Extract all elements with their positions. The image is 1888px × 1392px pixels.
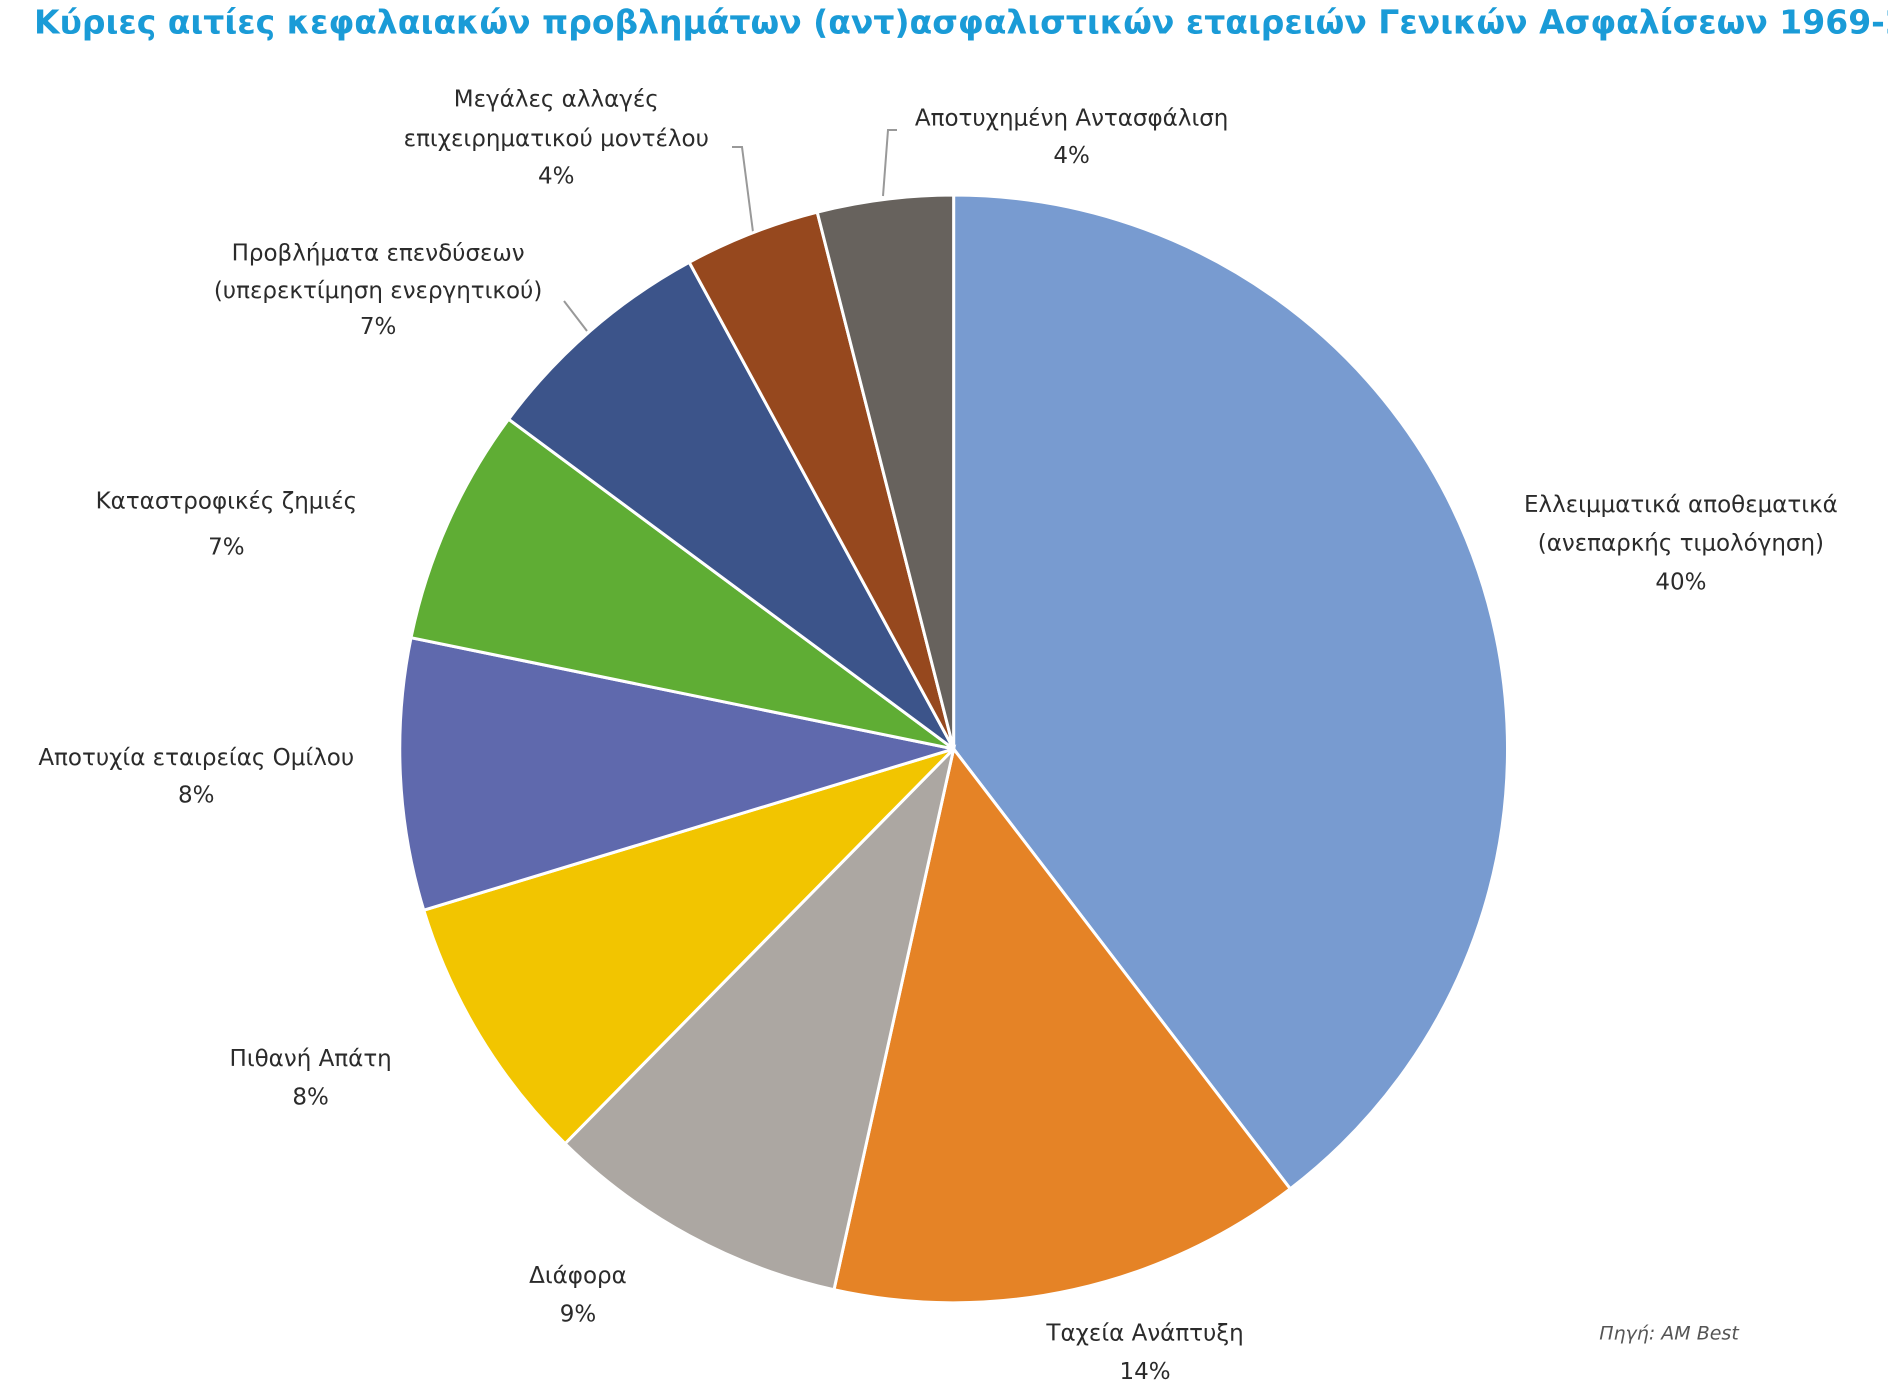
pie-slice <box>398 635 955 913</box>
slice-label: Καταστροφικές ζημιές <box>96 489 358 515</box>
pie-slice <box>506 260 955 751</box>
value-label: 7% <box>208 534 245 560</box>
value-label: 40% <box>1655 569 1706 595</box>
value-label: 4% <box>538 164 575 190</box>
value-label: 9% <box>560 1301 597 1327</box>
value-label: 8% <box>178 782 215 808</box>
slice-label: Μεγάλες αλλαγές <box>454 86 659 112</box>
slice-label: Αποτυχία εταιρείας Ομίλου <box>38 745 354 771</box>
pie-slice <box>421 747 955 1146</box>
value-label: 14% <box>1120 1359 1171 1385</box>
slice-label: Διάφορα <box>529 1263 627 1289</box>
value-label: 8% <box>292 1085 329 1111</box>
slice-label: επιχειρηματικού μοντέλου <box>404 126 709 152</box>
source: Πηγή: AM Best <box>1599 1323 1740 1345</box>
slice-label: (υπερεκτίμηση ενεργητικού) <box>214 278 543 304</box>
value-label: 7% <box>360 314 397 340</box>
pie-slice <box>409 417 955 751</box>
slice-label: Ελλειμματικά αποθεματικά <box>1524 492 1838 518</box>
slice-label: Ταχεία Ανάπτυξη <box>1045 1321 1243 1347</box>
slice-label: Προβλήματα επενδύσεων <box>232 241 525 267</box>
value-label: 4% <box>1053 143 1090 169</box>
slice-label: (ανεπαρκής τιμολόγηση) <box>1538 531 1824 557</box>
pie-slice <box>832 745 1293 1305</box>
pie-slice <box>562 744 957 1292</box>
slice-label: Αποτυχημένη Αντασφάλιση <box>915 106 1229 132</box>
pie-slice <box>952 193 1510 1191</box>
slice-label: Πιθανή Απάτη <box>230 1046 392 1072</box>
leader-lines <box>563 129 897 332</box>
chart-title: Κύριες αιτίες κεφαλαιακών προβλημάτων (α… <box>34 3 1888 42</box>
pie-slice <box>815 193 956 750</box>
